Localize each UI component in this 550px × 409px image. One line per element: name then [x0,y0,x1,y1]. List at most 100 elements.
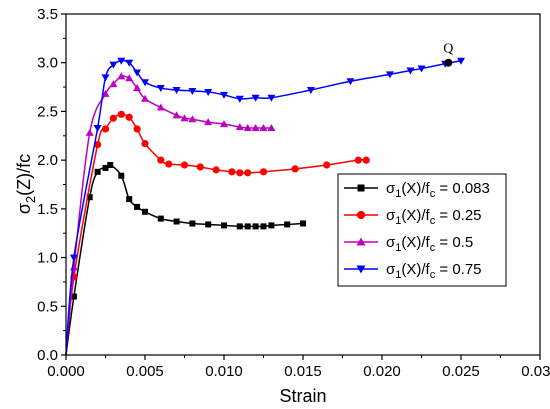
data-point [117,110,125,118]
data-point [101,74,110,82]
data-point [101,89,110,97]
y-axis: 0.0 0.5 1.0 1.5 2.0 2.5 3.0 3.5 [37,6,66,364]
x-tick-label: 0.020 [363,363,401,380]
data-point [141,139,149,148]
legend-marker [356,265,366,274]
legend-label: σ1(X)/fc = 0.25 [386,207,482,227]
legend-text-part: = 0.5 [435,234,473,251]
data-point [69,254,78,262]
data-point [109,80,118,88]
x-axis: 0.000 0.005 0.010 0.015 0.020 0.025 0.030 [47,355,550,380]
data-point [188,115,197,123]
series-2 [65,72,276,356]
data-point [267,94,276,102]
data-point [221,222,227,229]
data-point [101,125,110,133]
data-point [93,124,102,132]
data-point [156,85,165,93]
x-tick-label: 0.030 [521,363,550,380]
data-point [125,113,133,121]
data-point [156,103,165,111]
data-point [107,162,114,169]
y-title-base: σ [14,203,34,214]
data-point [157,156,165,164]
data-point [196,163,204,171]
legend-subscript: 1 [395,188,401,200]
x-tick-label: 0.005 [126,363,164,380]
y-axis-title: σ2(Z)/fc [14,154,38,214]
data-point [125,59,134,67]
data-point [118,172,125,179]
series-line [65,113,367,356]
data-point [69,263,78,271]
data-point [300,220,306,227]
x-tick-label: 0.025 [442,363,480,380]
data-point [268,222,275,229]
data-point [244,223,251,230]
legend-subscript: 1 [395,242,401,254]
data-point [102,164,109,171]
legend-marker [357,184,365,192]
data-point [173,218,180,225]
x-tick-label: 0.015 [284,363,322,380]
data-point [260,223,267,230]
data-point [117,72,126,80]
annotation-label: Q [443,42,453,57]
data-point [117,57,126,65]
data-point [172,111,181,119]
legend-subscript: c [430,188,436,200]
legend-marker [356,237,366,246]
legend-label: σ1(X)/fc = 0.5 [386,234,473,254]
data-point [252,223,259,230]
data-point [204,118,213,126]
data-point [172,86,181,94]
annotation: Q [443,42,453,67]
data-point [236,223,243,230]
data-point [244,169,252,177]
series-0 [65,162,306,356]
data-point [267,123,276,131]
legend: σ1(X)/fc = 0.083 σ1(X)/fc = 0.25 σ1(X)/fc … [337,173,507,287]
y-title-sub: 2 [23,196,38,203]
data-point [142,208,148,215]
series-3 [65,57,465,356]
legend-entry-2: σ1(X)/fc = 0.5 [344,234,473,254]
legend-text-part: σ [386,234,396,251]
data-point [70,293,77,300]
data-point [109,61,118,69]
data-point [94,168,101,175]
data-point [157,215,164,222]
x-tick-label: 0.010 [205,363,243,380]
data-point [243,123,252,131]
data-point [220,91,228,99]
y-tick-label: 2.0 [37,152,58,169]
data-point [188,87,197,95]
data-point [235,95,244,103]
data-point [204,88,213,96]
legend-text-part: σ [386,207,396,224]
data-point [125,74,134,82]
data-point [406,67,415,75]
data-point [133,84,142,92]
data-point [141,94,149,102]
data-point [228,168,236,176]
data-point [354,156,362,164]
data-point [180,114,189,122]
legend-subscript: c [430,242,436,254]
legend-entry-3: σ1(X)/fc = 0.75 [344,261,482,281]
data-point [251,123,260,131]
data-point [86,194,93,201]
legend-text-part: σ [386,180,396,197]
data-point [205,221,212,228]
x-axis-title: Strain [279,386,326,406]
data-point [417,65,426,73]
data-point [126,196,133,203]
plot-content [65,57,465,356]
legend-text-part: σ [386,261,396,278]
data-point [291,165,299,173]
legend-subscript: 1 [395,269,401,281]
data-point [212,166,220,174]
data-point [385,71,394,79]
legend-label: σ1(X)/fc = 0.083 [386,180,490,200]
data-point [259,123,268,131]
